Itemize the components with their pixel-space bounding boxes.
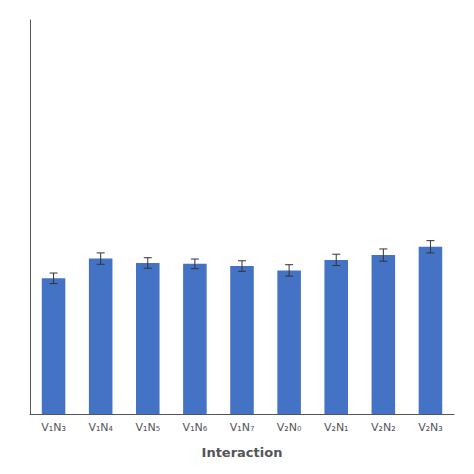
svg-text:Interaction: Interaction <box>202 445 283 460</box>
svg-text:V₁N₃: V₁N₃ <box>41 421 66 434</box>
svg-text:V₂N₃: V₂N₃ <box>418 421 443 434</box>
svg-text:V₁N₇: V₁N₇ <box>230 421 255 434</box>
svg-text:V₂N₀: V₂N₀ <box>277 421 302 434</box>
svg-text:V₁N₄: V₁N₄ <box>88 421 113 434</box>
svg-text:V₂N₂: V₂N₂ <box>371 421 396 434</box>
svg-text:V₂N₁: V₂N₁ <box>324 421 349 434</box>
svg-text:V₁N₆: V₁N₆ <box>183 421 208 434</box>
svg-text:V₁N₅: V₁N₅ <box>135 421 160 434</box>
